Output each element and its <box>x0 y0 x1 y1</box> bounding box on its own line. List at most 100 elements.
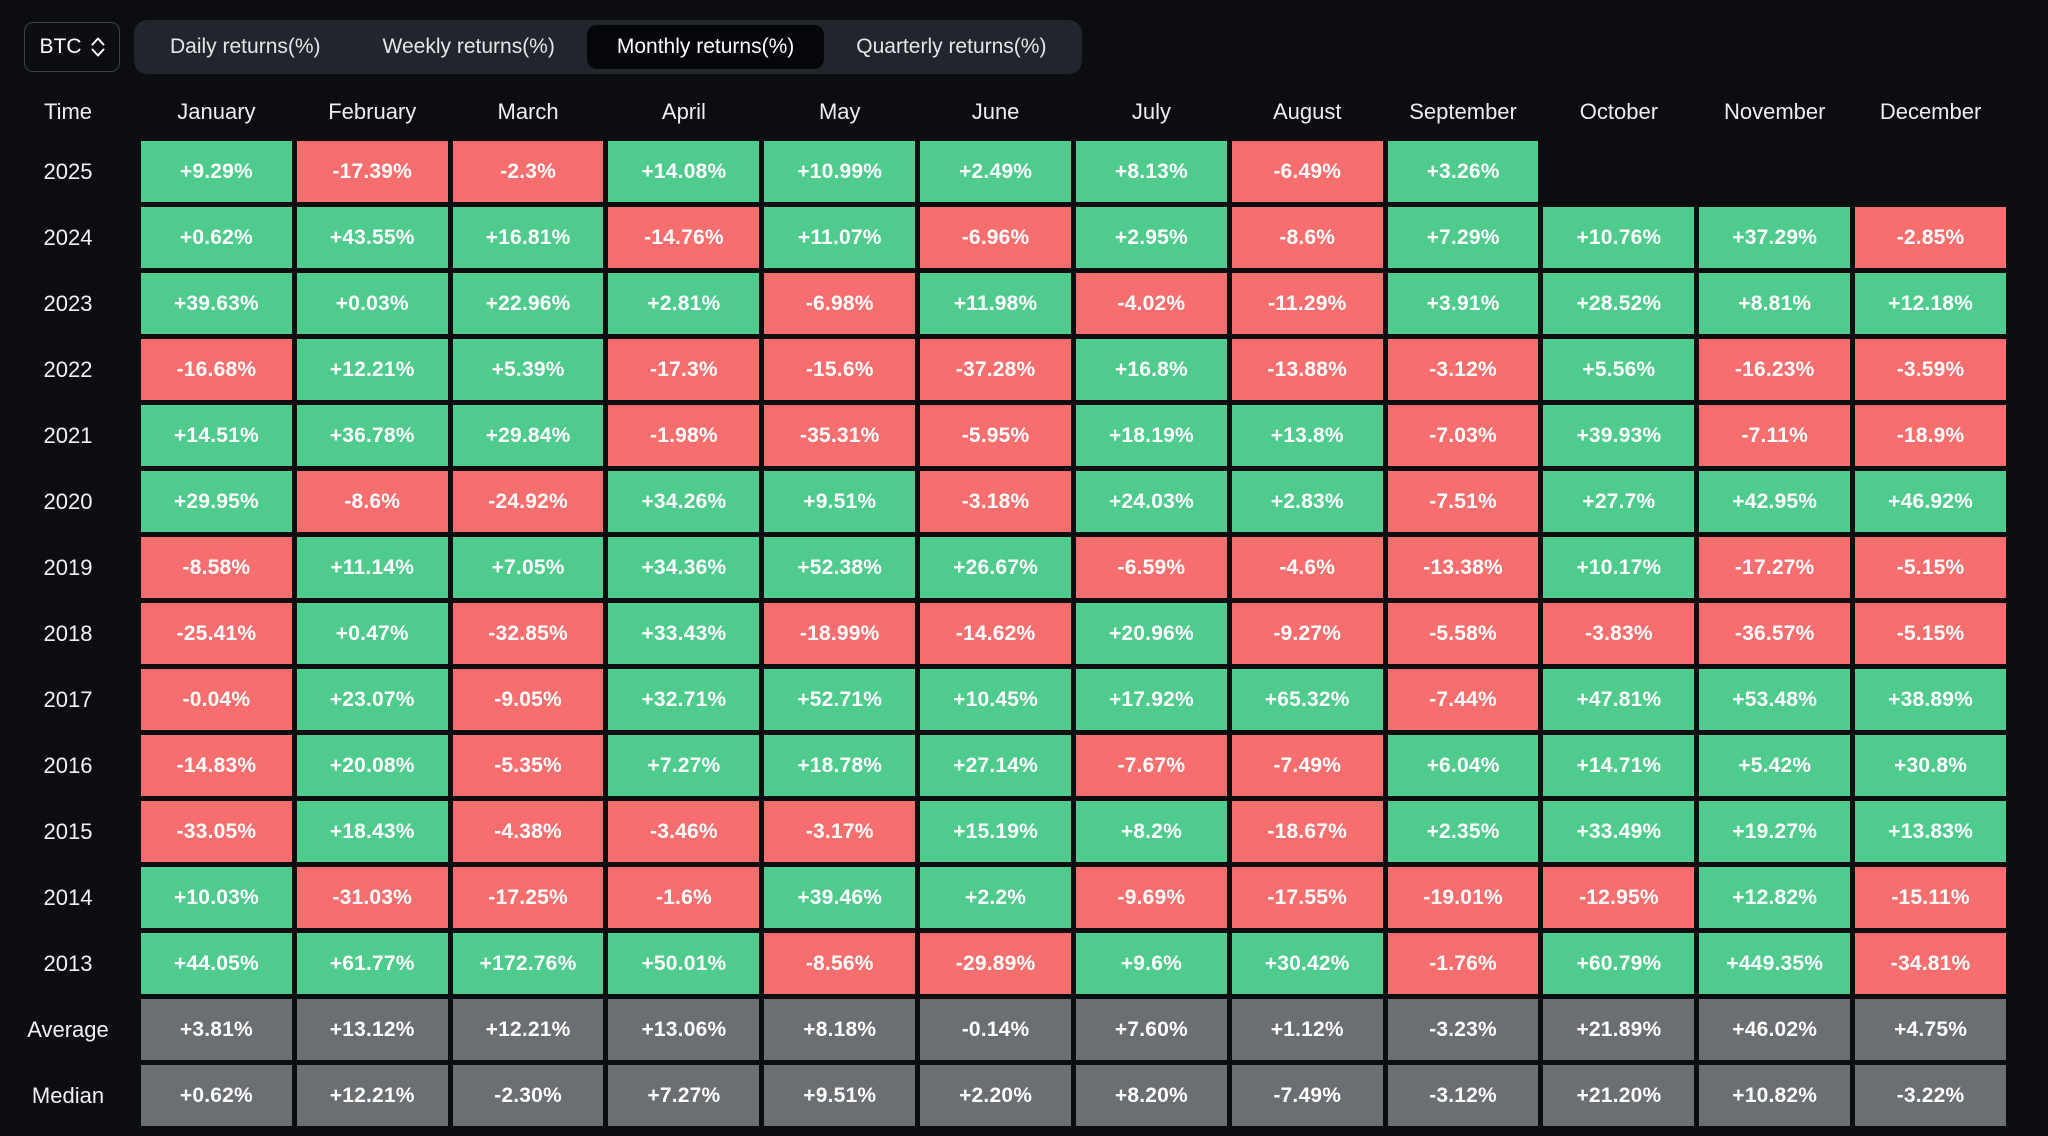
return-cell: -6.96% <box>920 207 1071 268</box>
return-cell: -25.41% <box>141 603 292 664</box>
monthly-returns-table: Time January February March April May June July… <box>0 88 2006 1126</box>
return-cell: -24.92% <box>452 471 604 532</box>
return-cell: -16.23% <box>1699 339 1851 400</box>
return-cell: +39.63% <box>141 273 292 334</box>
return-cell: +17.92% <box>1075 669 1227 730</box>
return-cell: -3.18% <box>920 471 1071 532</box>
return-cell: -7.03% <box>1387 405 1539 466</box>
return-cell <box>1699 141 1850 202</box>
return-cell: +16.8% <box>1075 339 1227 400</box>
column-header: June <box>971 99 1020 124</box>
return-cell: +61.77% <box>296 933 448 994</box>
return-cell: +1.12% <box>1231 999 1383 1060</box>
return-cell: +10.76% <box>1543 207 1695 268</box>
column-header: October <box>1579 99 1659 124</box>
return-cell: +18.78% <box>764 735 916 796</box>
return-cell: +44.05% <box>141 933 292 994</box>
return-cell: +28.52% <box>1543 273 1695 334</box>
return-cell: -7.44% <box>1387 669 1539 730</box>
return-cell: -11.29% <box>1231 273 1383 334</box>
row-label: Average <box>27 1016 109 1042</box>
return-cell: +15.19% <box>920 801 1071 862</box>
return-cell: -3.22% <box>1855 1065 2006 1126</box>
row-label: 2023 <box>43 290 93 316</box>
return-cell: -4.02% <box>1075 273 1227 334</box>
return-cell: +2.49% <box>920 141 1071 202</box>
return-cell: +38.89% <box>1855 669 2006 730</box>
return-cell: -35.31% <box>764 405 916 466</box>
return-cell: -33.05% <box>141 801 292 862</box>
return-cell: +39.46% <box>764 867 916 928</box>
return-cell: +16.81% <box>452 207 604 268</box>
return-cell: -19.01% <box>1387 867 1539 928</box>
return-cell: -17.55% <box>1231 867 1383 928</box>
return-cell: -6.98% <box>764 273 916 334</box>
return-cell: -5.15% <box>1855 603 2006 664</box>
return-cell: -31.03% <box>296 867 448 928</box>
return-cell: -18.9% <box>1855 405 2006 466</box>
return-cell: +10.99% <box>764 141 916 202</box>
return-cell: -3.59% <box>1855 339 2006 400</box>
return-cell: +18.19% <box>1075 405 1227 466</box>
return-cell: +6.04% <box>1387 735 1539 796</box>
return-cell: -6.49% <box>1231 141 1383 202</box>
return-cell: +7.05% <box>452 537 604 598</box>
row-label: 2016 <box>43 752 93 778</box>
row-label: 2013 <box>43 950 93 976</box>
return-cell: -2.85% <box>1855 207 2006 268</box>
return-cell: -17.39% <box>296 141 448 202</box>
return-cell: -1.98% <box>608 405 760 466</box>
return-cell: +2.83% <box>1231 471 1383 532</box>
return-cell: +30.8% <box>1855 735 2006 796</box>
return-cell: -12.95% <box>1543 867 1695 928</box>
return-cell: +13.06% <box>608 999 760 1060</box>
return-cell: +14.51% <box>141 405 292 466</box>
row-label: 2017 <box>43 686 93 712</box>
return-cell: -13.88% <box>1231 339 1383 400</box>
return-cell: -15.11% <box>1855 867 2006 928</box>
return-cell: +4.75% <box>1855 999 2006 1060</box>
row-label: 2014 <box>43 884 93 910</box>
return-cell: +52.38% <box>764 537 916 598</box>
return-cell: +12.21% <box>296 339 448 400</box>
column-header: December <box>1879 99 1982 124</box>
symbol-label: BTC <box>39 35 82 58</box>
return-cell: -8.58% <box>141 537 292 598</box>
return-cell: -3.17% <box>764 801 916 862</box>
tab-weekly-returns[interactable]: Weekly returns(%) <box>382 35 555 58</box>
return-cell: +7.60% <box>1075 999 1227 1060</box>
return-cell: -3.83% <box>1543 603 1695 664</box>
return-cell: -3.46% <box>608 801 760 862</box>
return-cell: +0.62% <box>141 1065 292 1126</box>
return-cell: -32.85% <box>452 603 604 664</box>
return-cell: +24.03% <box>1075 471 1227 532</box>
return-cell: -8.6% <box>296 471 448 532</box>
return-cell: +449.35% <box>1699 933 1851 994</box>
return-cell: +20.96% <box>1075 603 1227 664</box>
return-cell: +3.26% <box>1387 141 1539 202</box>
return-cell: +7.29% <box>1387 207 1539 268</box>
row-label: 2018 <box>43 620 93 646</box>
return-cell: +12.82% <box>1699 867 1851 928</box>
return-cell: -0.04% <box>141 669 292 730</box>
return-cell: +37.29% <box>1699 207 1851 268</box>
return-cell: +2.2% <box>920 867 1071 928</box>
tab-quarterly-returns[interactable]: Quarterly returns(%) <box>856 35 1047 58</box>
return-cell: +29.84% <box>452 405 604 466</box>
return-cell: +11.98% <box>920 273 1071 334</box>
return-cell: -9.05% <box>452 669 604 730</box>
tab-daily-returns[interactable]: Daily returns(%) <box>170 35 321 58</box>
return-cell: +52.71% <box>764 669 916 730</box>
return-cell: -14.83% <box>141 735 292 796</box>
return-cell: +5.39% <box>452 339 604 400</box>
return-cell: -8.6% <box>1231 207 1383 268</box>
return-cell: +172.76% <box>452 933 604 994</box>
row-label: 2019 <box>43 554 93 580</box>
symbol-select[interactable]: BTC <box>24 22 120 72</box>
return-cell: +2.20% <box>920 1065 1071 1126</box>
return-cell: +29.95% <box>141 471 292 532</box>
return-cell: -37.28% <box>920 339 1071 400</box>
return-cell: +65.32% <box>1231 669 1383 730</box>
tab-monthly-returns[interactable]: Monthly returns(%) <box>586 25 825 69</box>
return-cell: +8.81% <box>1699 273 1851 334</box>
